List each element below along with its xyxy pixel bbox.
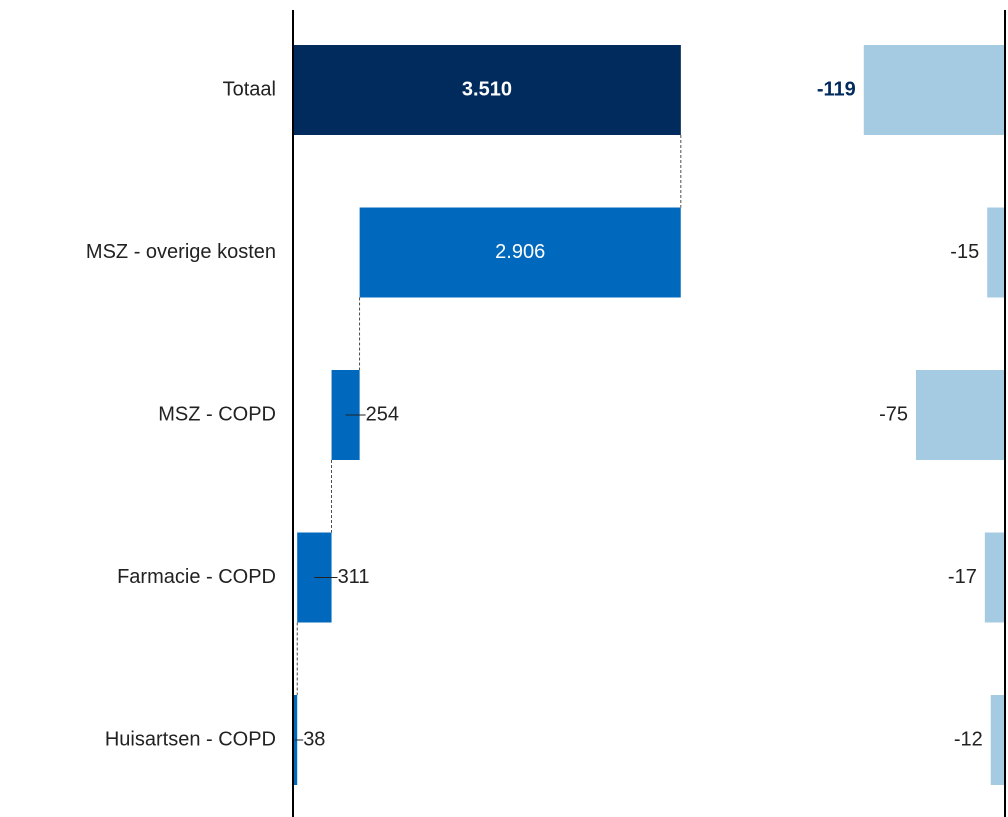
value-label: -12 [954,728,983,750]
value-label: -17 [948,566,977,588]
category-label: Totaal [223,78,276,100]
category-label: Farmacie - COPD [117,566,276,588]
bar [984,532,1005,623]
value-label: 38 [303,728,325,750]
value-label: 254 [366,403,399,425]
bar [916,370,1005,460]
category-label: Huisartsen - COPD [105,728,276,750]
value-label: -119 [817,78,856,100]
bar [990,695,1005,785]
bar [863,45,1005,135]
value-label: 3.510 [462,78,512,100]
value-label: -15 [950,241,979,263]
value-label: 311 [338,566,370,588]
bar [987,207,1005,298]
value-label: -75 [879,403,908,425]
value-label: 2.906 [495,241,545,263]
category-label: MSZ - COPD [158,403,276,425]
bar [359,207,681,298]
category-label: MSZ - overige kosten [86,241,276,263]
bar [293,45,681,135]
